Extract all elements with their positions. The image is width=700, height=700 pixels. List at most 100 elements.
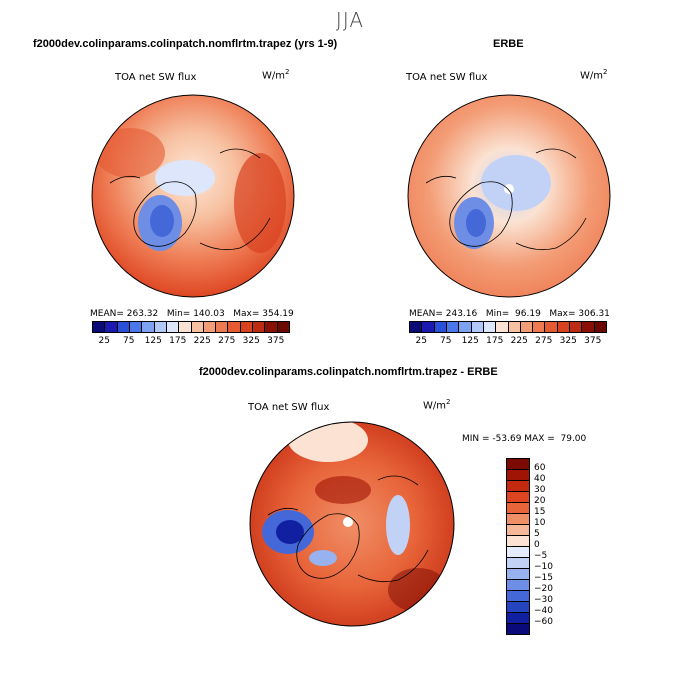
season-title: JJA bbox=[335, 8, 365, 32]
colorbar-swatch bbox=[496, 322, 509, 332]
model-colorbar bbox=[92, 321, 290, 333]
colorbar-swatch bbox=[507, 569, 529, 580]
colorbar-swatch bbox=[191, 322, 204, 332]
model-arctic-ocean bbox=[155, 160, 215, 196]
model-coastlines bbox=[109, 148, 271, 251]
colorbar-tick-label: −30 bbox=[534, 595, 553, 605]
diff-map-border bbox=[249, 421, 455, 627]
obs-polar-map bbox=[407, 94, 611, 298]
colorbar-swatch bbox=[93, 322, 106, 332]
colorbar-swatch bbox=[507, 481, 529, 492]
colorbar-swatch bbox=[422, 322, 435, 332]
colorbar-swatch bbox=[203, 322, 217, 332]
diff-pole-hole bbox=[343, 517, 353, 527]
model-map-border bbox=[91, 94, 295, 298]
model-panel-title: f2000dev.colinparams.colinpatch.nomflrtm… bbox=[33, 38, 338, 50]
diff-colorbar-ticks: 60 40 30 20 15 10 5 0 −5 −10 −15 −20 −30 −40 −60 bbox=[534, 458, 574, 628]
obs-units-label: W/m2 bbox=[580, 68, 608, 82]
diff-polar-map bbox=[249, 421, 455, 627]
model-polar-map bbox=[91, 94, 295, 298]
colorbar-tick-label: 0 bbox=[534, 540, 540, 550]
colorbar-swatch bbox=[142, 322, 155, 332]
diff-canada-core bbox=[276, 520, 304, 544]
colorbar-swatch bbox=[507, 624, 529, 634]
colorbar-swatch bbox=[533, 322, 546, 332]
colorbar-swatch bbox=[154, 322, 167, 332]
colorbar-tick-label: 40 bbox=[534, 474, 546, 484]
colorbar-tick-label: 325 bbox=[242, 336, 260, 346]
diff-stats: MIN = -53.69 MAX = 79.00 bbox=[462, 434, 587, 444]
colorbar-swatch bbox=[507, 602, 529, 613]
colorbar-tick-label: 125 bbox=[461, 336, 479, 346]
colorbar-swatch bbox=[410, 322, 423, 332]
diff-europe-high bbox=[388, 568, 448, 612]
obs-colorbar-ticks: 25 75 125 175 225 275 325 375 bbox=[409, 336, 605, 348]
colorbar-tick-label: 25 bbox=[415, 336, 427, 346]
colorbar-tick-label: 10 bbox=[534, 518, 546, 528]
obs-stats: MEAN= 243.16 Min= 96.19 Max= 306.31 bbox=[409, 309, 610, 319]
obs-arctic-ocean bbox=[481, 155, 551, 211]
diff-field-label: TOA net SW flux bbox=[248, 402, 330, 413]
colorbar-swatch bbox=[228, 322, 241, 332]
model-stats: MEAN= 263.32 Min= 140.03 Max= 354.19 bbox=[90, 309, 294, 319]
colorbar-swatch bbox=[179, 322, 192, 332]
obs-greenland-core bbox=[466, 209, 486, 237]
colorbar-tick-label: 325 bbox=[559, 336, 577, 346]
colorbar-swatch bbox=[507, 536, 529, 547]
colorbar-tick-label: 20 bbox=[534, 496, 546, 506]
colorbar-swatch bbox=[483, 322, 497, 332]
colorbar-swatch bbox=[434, 322, 447, 332]
colorbar-swatch bbox=[594, 322, 606, 332]
colorbar-swatch bbox=[507, 470, 529, 481]
colorbar-swatch bbox=[507, 591, 529, 602]
model-units-label: W/m2 bbox=[262, 68, 290, 82]
model-colorbar-ticks: 25 75 125 175 225 275 325 375 bbox=[92, 336, 288, 348]
diff-arctic-high bbox=[315, 476, 371, 504]
colorbar-tick-label: 125 bbox=[144, 336, 162, 346]
colorbar-swatch bbox=[459, 322, 472, 332]
colorbar-swatch bbox=[105, 322, 118, 332]
colorbar-swatch bbox=[582, 322, 595, 332]
diff-panel-title: f2000dev.colinparams.colinpatch.nomflrtm… bbox=[199, 366, 498, 378]
colorbar-swatch bbox=[216, 322, 229, 332]
obs-coastline-greenland bbox=[449, 181, 513, 247]
colorbar-swatch bbox=[507, 503, 529, 514]
colorbar-tick-label: 275 bbox=[535, 336, 553, 346]
colorbar-tick-label: 25 bbox=[98, 336, 110, 346]
colorbar-tick-label: −60 bbox=[534, 617, 553, 627]
colorbar-swatch bbox=[129, 322, 143, 332]
colorbar-swatch bbox=[446, 322, 460, 332]
colorbar-tick-label: 375 bbox=[267, 336, 285, 346]
colorbar-swatch bbox=[520, 322, 534, 332]
colorbar-tick-label: 275 bbox=[218, 336, 236, 346]
colorbar-swatch bbox=[545, 322, 558, 332]
colorbar-swatch bbox=[265, 322, 278, 332]
colorbar-swatch bbox=[507, 525, 529, 536]
colorbar-tick-label: 75 bbox=[123, 336, 135, 346]
colorbar-swatch bbox=[240, 322, 254, 332]
colorbar-swatch bbox=[117, 322, 130, 332]
diff-colorbar bbox=[506, 458, 530, 635]
colorbar-tick-label: 60 bbox=[534, 463, 546, 473]
colorbar-swatch bbox=[507, 514, 529, 525]
colorbar-swatch bbox=[570, 322, 583, 332]
colorbar-tick-label: 225 bbox=[193, 336, 211, 346]
colorbar-swatch bbox=[507, 613, 529, 624]
colorbar-swatch bbox=[507, 580, 529, 591]
colorbar-tick-label: −10 bbox=[534, 562, 553, 572]
colorbar-swatch bbox=[166, 322, 180, 332]
colorbar-tick-label: 175 bbox=[169, 336, 187, 346]
colorbar-swatch bbox=[557, 322, 571, 332]
diff-siberia-low bbox=[386, 495, 410, 555]
colorbar-swatch bbox=[253, 322, 266, 332]
model-siberia-high bbox=[234, 153, 286, 253]
colorbar-tick-label: −15 bbox=[534, 573, 553, 583]
colorbar-swatch bbox=[507, 558, 529, 569]
model-coastline-greenland bbox=[133, 181, 197, 247]
colorbar-swatch bbox=[471, 322, 484, 332]
colorbar-tick-label: 5 bbox=[534, 529, 540, 539]
colorbar-tick-label: −40 bbox=[534, 606, 553, 616]
colorbar-swatch bbox=[277, 322, 289, 332]
colorbar-tick-label: 75 bbox=[440, 336, 452, 346]
model-canada-high bbox=[95, 128, 165, 178]
